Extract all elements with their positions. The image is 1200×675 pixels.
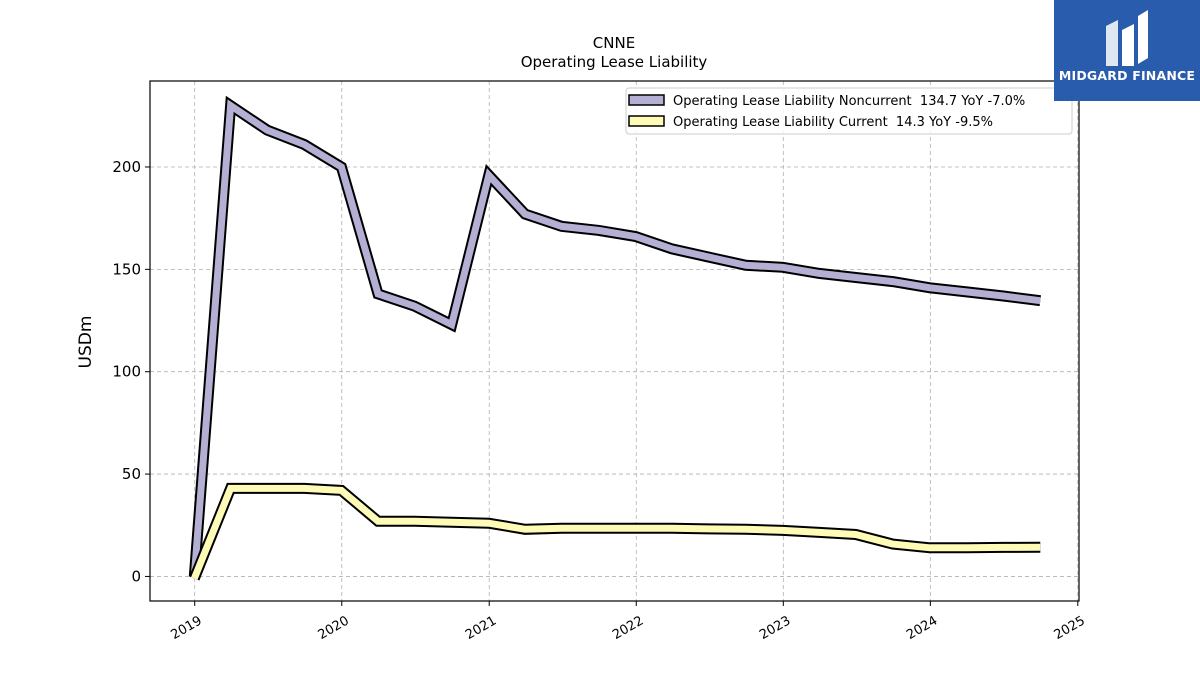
y-tick-label: 100 — [112, 363, 141, 381]
legend-swatch-current — [628, 115, 665, 127]
legend-box — [625, 87, 1073, 135]
grid — [150, 81, 1079, 601]
y-axis-label: USDm — [76, 316, 96, 369]
x-tick-label: 2019 — [169, 613, 205, 643]
legend-swatch-noncurrent — [628, 94, 665, 106]
y-tick-label: 50 — [122, 465, 141, 483]
x-tick-label: 2022 — [610, 613, 646, 643]
series-outline — [188, 95, 1041, 577]
y-tick-label: 200 — [112, 158, 141, 176]
legend-label-current: Operating Lease Liability Current 14.3 Y… — [673, 115, 993, 130]
series-line — [191, 484, 1041, 580]
x-tick-label: 2023 — [757, 613, 793, 643]
x-tick-label: 2020 — [316, 613, 352, 643]
chart-subtitle: Operating Lease Liability — [521, 53, 708, 71]
y-tick-label: 0 — [131, 567, 141, 585]
x-tick-label: 2025 — [1052, 613, 1088, 643]
y-axis: 0 50 100 150 200 — [112, 158, 150, 585]
y-tick-label: 150 — [112, 260, 141, 278]
logo-text: MIDGARD FINANCE — [1058, 68, 1196, 83]
plot-area-frame — [149, 80, 1080, 602]
x-tick-label: 2021 — [463, 613, 499, 643]
x-tick-label: 2024 — [904, 613, 940, 643]
series-outline — [189, 482, 1041, 581]
legend: Operating Lease Liability Noncurrent 134… — [625, 87, 1073, 135]
chart-title: CNNE — [593, 34, 635, 52]
brand-logo: MIDGARD FINANCE — [1054, 0, 1200, 101]
legend-label-noncurrent: Operating Lease Liability Noncurrent 134… — [673, 94, 1025, 109]
x-axis: 2019 2020 2021 2022 2023 2024 2025 — [169, 601, 1088, 643]
series-lines — [188, 95, 1041, 581]
midgard-logo-icon — [1106, 10, 1148, 66]
series-line — [190, 99, 1041, 577]
